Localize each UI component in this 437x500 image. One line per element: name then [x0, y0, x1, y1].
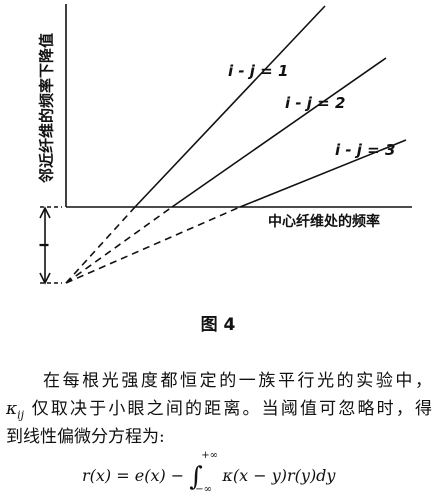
offset-label: I	[38, 243, 52, 247]
dashed-line	[65, 206, 173, 284]
lhs: r(x) = e(x) −	[82, 466, 185, 485]
curve	[171, 57, 387, 208]
text-line: 在每根光强度都恒定的一族平行光的实验中，	[43, 371, 432, 391]
curve-label: i - j = 1	[228, 62, 288, 80]
caption: 图 4	[201, 315, 236, 335]
curve	[134, 5, 326, 208]
dashed-line	[65, 206, 241, 284]
integrand: κ(x − y)r(y)dy	[222, 466, 336, 485]
diagram: 邻近纤维的频率下降值 中心纤维处的频率 I i - j = 1 i - j = …	[38, 4, 412, 335]
equation: r(x) = e(x) − ∫ +∞ −∞ κ(x − y)r(y)dy	[82, 450, 336, 495]
curve	[239, 139, 407, 208]
curve-label: i - j = 3	[335, 141, 395, 159]
dashed-line	[65, 206, 136, 284]
x-axis-label: 中心纤维处的频率	[268, 213, 380, 230]
curve-label: i - j = 2	[285, 94, 345, 112]
text: 仅取决于小眼之间的距离。当阈值可忽略时，得	[31, 399, 433, 419]
upper-limit: +∞	[201, 450, 219, 461]
text-line: κij 仅取决于小眼之间的距离。当阈值可忽略时，得	[6, 394, 432, 421]
subscript: ij	[17, 408, 25, 422]
lower-limit: −∞	[195, 484, 213, 495]
arrow-heads	[39, 206, 51, 285]
y-axis-label: 邻近纤维的频率下降值	[38, 33, 56, 184]
symbol: κ	[6, 399, 18, 419]
integral: ∫	[189, 462, 203, 492]
text-line: 到线性偏微分方程为:	[6, 427, 165, 447]
